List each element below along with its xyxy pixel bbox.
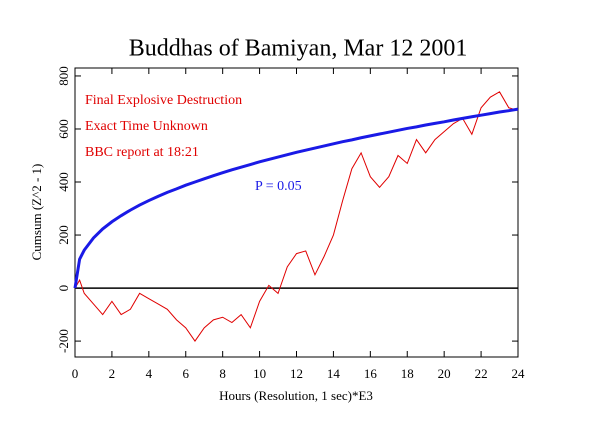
- x-tick-label: 24: [512, 366, 526, 381]
- x-tick-label: 22: [475, 366, 488, 381]
- x-axis-label: Hours (Resolution, 1 sec)*E3: [219, 388, 373, 403]
- y-tick-label: -200: [56, 329, 71, 353]
- chart-title: Buddhas of Bamiyan, Mar 12 2001: [129, 36, 468, 62]
- y-tick-label: 800: [56, 66, 71, 86]
- series-line: [73, 107, 519, 289]
- y-tick-label: 600: [56, 119, 71, 139]
- x-tick-label: 20: [438, 366, 451, 381]
- x-tick-label: 12: [290, 366, 303, 381]
- x-tick-label: 14: [327, 366, 341, 381]
- y-axis-label: Cumsum (Z^2 - 1): [29, 164, 44, 261]
- x-tick-label: 4: [146, 366, 153, 381]
- x-tick-label: 0: [72, 366, 79, 381]
- annotation: Final Explosive Destruction: [85, 93, 242, 108]
- x-tick-label: 10: [253, 366, 266, 381]
- y-tick-label: 0: [56, 285, 71, 292]
- x-tick-label: 18: [401, 366, 414, 381]
- x-tick-label: 6: [183, 366, 190, 381]
- series-line: [74, 91, 519, 342]
- series-label: P = 0.05: [255, 179, 302, 194]
- x-tick-label: 8: [219, 366, 226, 381]
- y-tick-label: 400: [56, 172, 71, 192]
- annotation: BBC report at 18:21: [85, 145, 199, 160]
- x-tick-label: 2: [109, 366, 116, 381]
- plot-frame: [74, 67, 519, 358]
- annotation: Exact Time Unknown: [85, 119, 208, 134]
- y-tick-label: 200: [56, 225, 71, 245]
- x-tick-label: 16: [364, 366, 378, 381]
